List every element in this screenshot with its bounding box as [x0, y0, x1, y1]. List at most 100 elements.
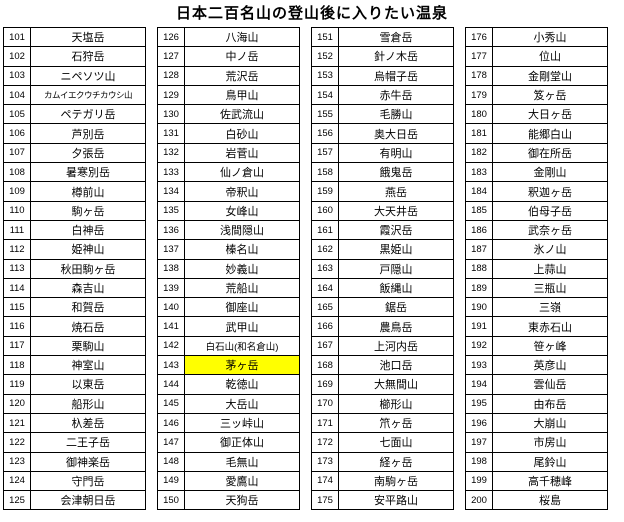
- mountain-number: 127: [157, 46, 185, 67]
- table-row: 140 御座山: [157, 297, 300, 318]
- table-row: 101 天塩岳: [3, 26, 146, 48]
- mountain-table-176-200: 176 小秀山 177 位山 178 金剛堂山 179 笈ヶ岳 180 大日ヶ岳 181 能郷白山 18…: [465, 26, 608, 511]
- mountain-name: 小秀山: [492, 26, 608, 48]
- mountain-name: 三ッ峠山: [184, 412, 300, 434]
- mountain-name: ペテガリ岳: [30, 104, 146, 125]
- mountain-number: 130: [157, 104, 185, 125]
- table-row: 188 上蒜山: [465, 258, 608, 279]
- mountain-number: 103: [3, 65, 31, 86]
- table-row: 124 守門岳: [3, 470, 146, 492]
- mountain-name: 池口岳: [338, 355, 454, 376]
- mountain-name: 中ノ岳: [184, 46, 300, 67]
- table-row: 133 仙ノ倉山: [157, 162, 300, 183]
- mountain-number: 159: [311, 181, 339, 202]
- mountain-number: 160: [311, 200, 339, 221]
- table-row: 113 秋田駒ヶ岳: [3, 258, 146, 279]
- mountain-name: 以東岳: [30, 374, 146, 395]
- mountain-number: 106: [3, 123, 31, 144]
- mountain-name: 天狗岳: [184, 490, 300, 511]
- mountain-name: 伯母子岳: [492, 200, 608, 221]
- mountain-name: 仙ノ倉山: [184, 162, 300, 183]
- table-row: 199 高千穂峰: [465, 470, 608, 492]
- mountain-name: 焼石岳: [30, 316, 146, 337]
- table-row: 176 小秀山: [465, 26, 608, 48]
- mountain-name: 笈ヶ岳: [492, 84, 608, 106]
- mountain-name: 霞沢岳: [338, 219, 454, 241]
- table-row: 125 会津朝日岳: [3, 490, 146, 511]
- table-row: 150 天狗岳: [157, 490, 300, 511]
- mountain-number: 177: [465, 46, 493, 67]
- table-row: 194 雲仙岳: [465, 374, 608, 395]
- mountain-name: 大日ヶ岳: [492, 104, 608, 125]
- mountain-number: 184: [465, 181, 493, 202]
- mountain-number: 154: [311, 84, 339, 106]
- mountain-number: 112: [3, 239, 31, 260]
- mountain-number: 118: [3, 355, 31, 376]
- mountain-name: 大無間山: [338, 374, 454, 395]
- table-row: 127 中ノ岳: [157, 46, 300, 67]
- mountain-name: 天塩岳: [30, 26, 146, 48]
- table-row: 170 櫛形山: [311, 393, 454, 414]
- mountain-number: 146: [157, 412, 185, 434]
- mountain-number: 131: [157, 123, 185, 144]
- mountain-name: 帝釈山: [184, 181, 300, 202]
- mountain-name: 夕張岳: [30, 142, 146, 164]
- mountain-number: 133: [157, 162, 185, 183]
- mountain-number: 115: [3, 297, 31, 318]
- mountain-name: 氷ノ山: [492, 239, 608, 260]
- table-row: 103 ニペソツ山: [3, 65, 146, 86]
- mountain-number: 178: [465, 65, 493, 86]
- mountain-number: 168: [311, 355, 339, 376]
- table-row: 141 武甲山: [157, 316, 300, 337]
- table-row: 134 帝釈山: [157, 181, 300, 202]
- mountain-number: 183: [465, 162, 493, 183]
- mountain-name: 佐武流山: [184, 104, 300, 125]
- table-row: 195 由布岳: [465, 393, 608, 414]
- mountain-name: 秋田駒ヶ岳: [30, 258, 146, 279]
- table-row: 102 石狩岳: [3, 46, 146, 67]
- table-row: 181 能郷白山: [465, 123, 608, 144]
- mountain-number: 149: [157, 470, 185, 492]
- table-row: 119 以東岳: [3, 374, 146, 395]
- table-row: 172 七面山: [311, 432, 454, 453]
- mountain-name: 大崩山: [492, 412, 608, 434]
- table-row: 200 桜島: [465, 490, 608, 511]
- mountain-name: 守門岳: [30, 470, 146, 492]
- table-row: 159 燕岳: [311, 181, 454, 202]
- mountain-number: 161: [311, 219, 339, 241]
- table-row: 186 武奈ヶ岳: [465, 219, 608, 241]
- mountain-name: 白石山(和名倉山): [184, 335, 300, 357]
- mountain-name: 雲仙岳: [492, 374, 608, 395]
- table-row: 178 金剛堂山: [465, 65, 608, 86]
- mountain-number: 129: [157, 84, 185, 106]
- mountain-name: 御正体山: [184, 432, 300, 453]
- table-row: 180 大日ヶ岳: [465, 104, 608, 125]
- mountain-name: 石狩岳: [30, 46, 146, 67]
- mountain-name: 榛名山: [184, 239, 300, 260]
- mountain-number: 147: [157, 432, 185, 453]
- table-row: 190 三嶺: [465, 297, 608, 318]
- mountain-number: 124: [3, 470, 31, 492]
- mountain-name: 桜島: [492, 490, 608, 511]
- mountain-number: 167: [311, 335, 339, 357]
- table-row: 189 三瓶山: [465, 277, 608, 299]
- mountain-name: 有明山: [338, 142, 454, 164]
- mountain-number: 113: [3, 258, 31, 279]
- mountain-number: 105: [3, 104, 31, 125]
- table-row: 109 樽前山: [3, 181, 146, 202]
- mountain-name: 毛勝山: [338, 104, 454, 125]
- table-row: 165 鋸岳: [311, 297, 454, 318]
- mountain-number: 199: [465, 470, 493, 492]
- mountain-number: 117: [3, 335, 31, 357]
- mountain-number: 186: [465, 219, 493, 241]
- table-row: 144 乾徳山: [157, 374, 300, 395]
- table-row: 171 笊ヶ岳: [311, 412, 454, 434]
- mountain-table-126-150: 126 八海山 127 中ノ岳 128 荒沢岳 129 鳥甲山 130 佐武流山 131 白砂山 132…: [157, 26, 300, 511]
- table-row: 107 夕張岳: [3, 142, 146, 164]
- mountain-name: 烏帽子岳: [338, 65, 454, 86]
- mountain-number: 173: [311, 451, 339, 472]
- mountain-name: 愛鷹山: [184, 470, 300, 492]
- mountain-number: 116: [3, 316, 31, 337]
- mountain-number: 109: [3, 181, 31, 202]
- mountain-number: 176: [465, 26, 493, 48]
